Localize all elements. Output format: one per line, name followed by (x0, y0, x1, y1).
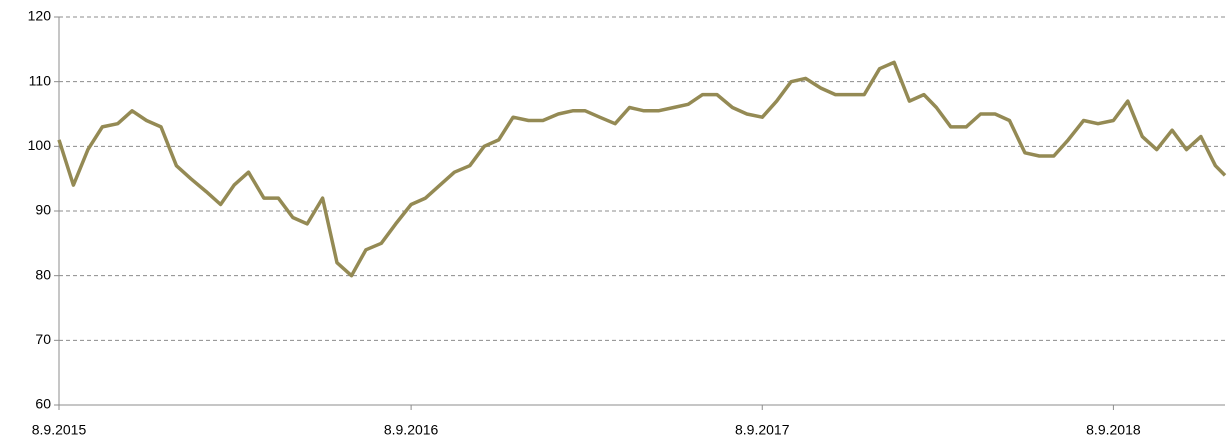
y-tick-label: 80 (35, 266, 51, 282)
x-tick-label: 8.9.2015 (32, 422, 87, 438)
y-tick-label: 100 (28, 137, 52, 153)
x-tick-label: 8.9.2017 (735, 422, 790, 438)
x-tick-label: 8.9.2018 (1086, 422, 1141, 438)
line (57, 60, 1227, 278)
y-tick-label: 60 (35, 396, 51, 412)
y-tick-label: 70 (35, 331, 51, 347)
y-tick-label: 110 (29, 72, 52, 88)
x-tick-label: 8.9.2016 (384, 422, 439, 438)
y-tick-label: 120 (28, 8, 52, 24)
y-tick-label: 90 (35, 202, 51, 218)
